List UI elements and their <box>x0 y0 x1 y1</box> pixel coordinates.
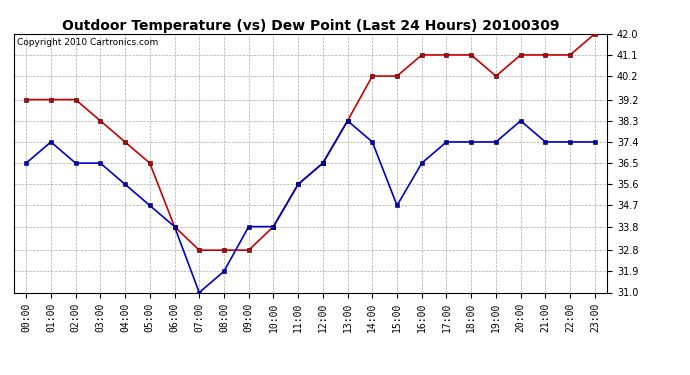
Title: Outdoor Temperature (vs) Dew Point (Last 24 Hours) 20100309: Outdoor Temperature (vs) Dew Point (Last… <box>61 19 560 33</box>
Text: Copyright 2010 Cartronics.com: Copyright 2010 Cartronics.com <box>17 38 158 46</box>
